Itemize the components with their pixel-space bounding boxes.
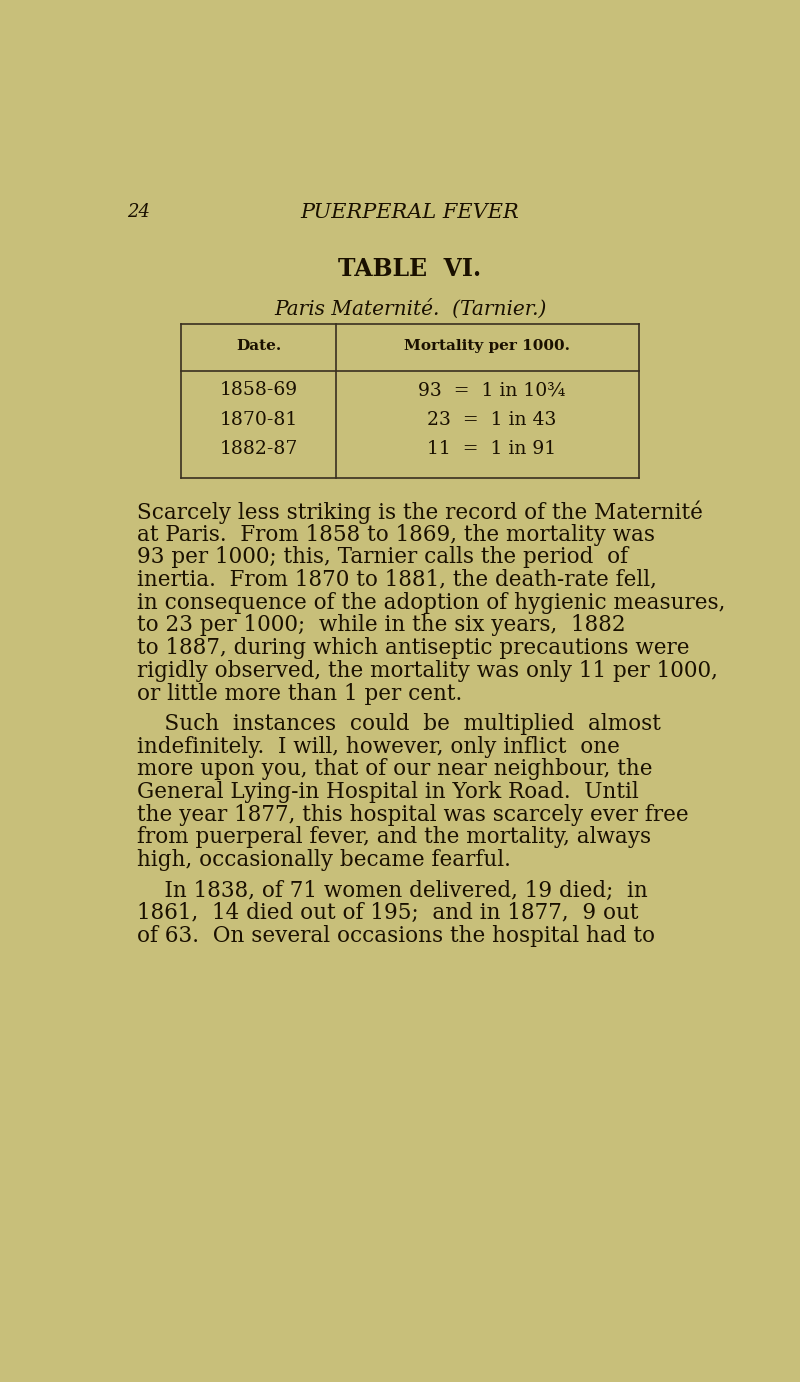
Text: Date.: Date. xyxy=(236,339,282,352)
Text: Paris Maternité.  (Tarnier.): Paris Maternité. (Tarnier.) xyxy=(274,299,546,318)
Text: 1858-69: 1858-69 xyxy=(220,381,298,399)
Text: 23  =  1 in 43: 23 = 1 in 43 xyxy=(426,410,556,428)
Text: to 23 per 1000;  while in the six years,  1882: to 23 per 1000; while in the six years, … xyxy=(138,615,626,636)
Text: from puerperal fever, and the mortality, always: from puerperal fever, and the mortality,… xyxy=(138,826,651,849)
Text: Such  instances  could  be  multiplied  almost: Such instances could be multiplied almos… xyxy=(138,713,661,735)
Text: indefinitely.  I will, however, only inflict  one: indefinitely. I will, however, only infl… xyxy=(138,735,620,757)
Text: more upon you, that of our near neighbour, the: more upon you, that of our near neighbou… xyxy=(138,759,653,781)
Text: rigidly observed, the mortality was only 11 per 1000,: rigidly observed, the mortality was only… xyxy=(138,659,718,681)
Text: to 1887, during which antiseptic precautions were: to 1887, during which antiseptic precaut… xyxy=(138,637,690,659)
Text: Scarcely less striking is the record of the Maternité: Scarcely less striking is the record of … xyxy=(138,500,703,524)
Text: inertia.  From 1870 to 1881, the death-rate fell,: inertia. From 1870 to 1881, the death-ra… xyxy=(138,569,657,591)
Text: 11  =  1 in 91: 11 = 1 in 91 xyxy=(427,439,556,457)
Text: 1882-87: 1882-87 xyxy=(220,439,298,457)
Text: high, occasionally became fearful.: high, occasionally became fearful. xyxy=(138,849,511,871)
Text: 1861,  14 died out of 195;  and in 1877,  9 out: 1861, 14 died out of 195; and in 1877, 9… xyxy=(138,902,638,925)
Text: TABLE  VI.: TABLE VI. xyxy=(338,257,482,281)
Text: 93  =  1 in 10¾: 93 = 1 in 10¾ xyxy=(418,381,565,399)
Text: in consequence of the adoption of hygienic measures,: in consequence of the adoption of hygien… xyxy=(138,591,726,614)
Text: PUERPERAL FEVER: PUERPERAL FEVER xyxy=(301,203,519,221)
Text: at Paris.  From 1858 to 1869, the mortality was: at Paris. From 1858 to 1869, the mortali… xyxy=(138,524,655,546)
Text: In 1838, of 71 women delivered, 19 died;  in: In 1838, of 71 women delivered, 19 died;… xyxy=(138,879,648,901)
Text: the year 1877, this hospital was scarcely ever free: the year 1877, this hospital was scarcel… xyxy=(138,804,689,826)
Text: Mortality per 1000.: Mortality per 1000. xyxy=(405,339,570,352)
Text: of 63.  On several occasions the hospital had to: of 63. On several occasions the hospital… xyxy=(138,925,655,947)
Text: or little more than 1 per cent.: or little more than 1 per cent. xyxy=(138,683,462,705)
Text: 24: 24 xyxy=(127,203,150,221)
Text: General Lying-in Hospital in York Road.  Until: General Lying-in Hospital in York Road. … xyxy=(138,781,639,803)
Text: 93 per 1000; this, Tarnier calls the period  of: 93 per 1000; this, Tarnier calls the per… xyxy=(138,546,628,568)
Text: 1870-81: 1870-81 xyxy=(220,410,298,428)
